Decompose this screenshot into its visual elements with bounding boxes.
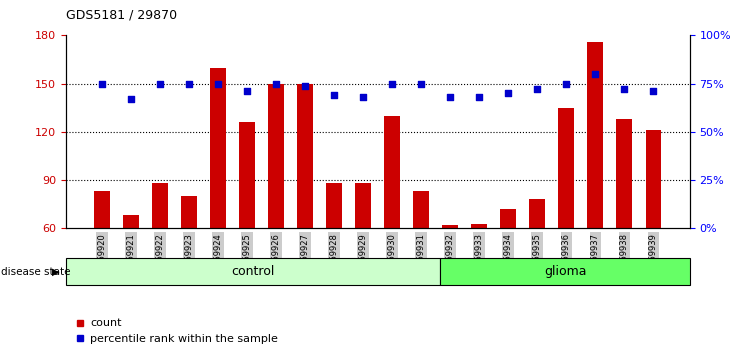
- Bar: [384, 116, 400, 228]
- Bar: [210, 68, 226, 228]
- Bar: [588, 42, 604, 228]
- Text: glioma: glioma: [544, 265, 586, 278]
- Bar: [413, 192, 429, 228]
- Bar: [326, 183, 342, 228]
- Bar: [529, 199, 545, 228]
- Point: [299, 83, 311, 88]
- Point: [445, 94, 456, 100]
- Bar: [123, 216, 139, 228]
- Bar: [472, 223, 488, 228]
- Point: [648, 88, 659, 94]
- Bar: [440, 258, 690, 285]
- Point: [270, 81, 282, 86]
- Text: control: control: [231, 265, 274, 278]
- Bar: [94, 192, 110, 228]
- Point: [386, 81, 398, 86]
- Bar: [442, 225, 458, 228]
- Bar: [356, 183, 372, 228]
- Text: disease state: disease state: [1, 267, 70, 277]
- Point: [212, 81, 224, 86]
- Bar: [181, 196, 197, 228]
- Bar: [152, 183, 168, 228]
- Bar: [66, 258, 440, 285]
- Point: [474, 94, 485, 100]
- Legend: count, percentile rank within the sample: count, percentile rank within the sample: [72, 314, 283, 348]
- Text: GDS5181 / 29870: GDS5181 / 29870: [66, 9, 177, 22]
- Point: [502, 90, 514, 96]
- Bar: [617, 119, 632, 228]
- Bar: [297, 84, 313, 228]
- Bar: [500, 209, 516, 228]
- Bar: [645, 130, 661, 228]
- Point: [358, 94, 369, 100]
- Point: [531, 87, 543, 92]
- Point: [126, 96, 137, 102]
- Point: [183, 81, 195, 86]
- Bar: [268, 84, 284, 228]
- Point: [561, 81, 572, 86]
- Point: [96, 81, 108, 86]
- Point: [590, 71, 602, 77]
- Point: [618, 87, 630, 92]
- Bar: [558, 108, 575, 228]
- Point: [328, 92, 340, 98]
- Point: [242, 88, 253, 94]
- Text: ▶: ▶: [53, 267, 60, 277]
- Point: [154, 81, 166, 86]
- Point: [415, 81, 427, 86]
- Bar: [239, 122, 255, 228]
